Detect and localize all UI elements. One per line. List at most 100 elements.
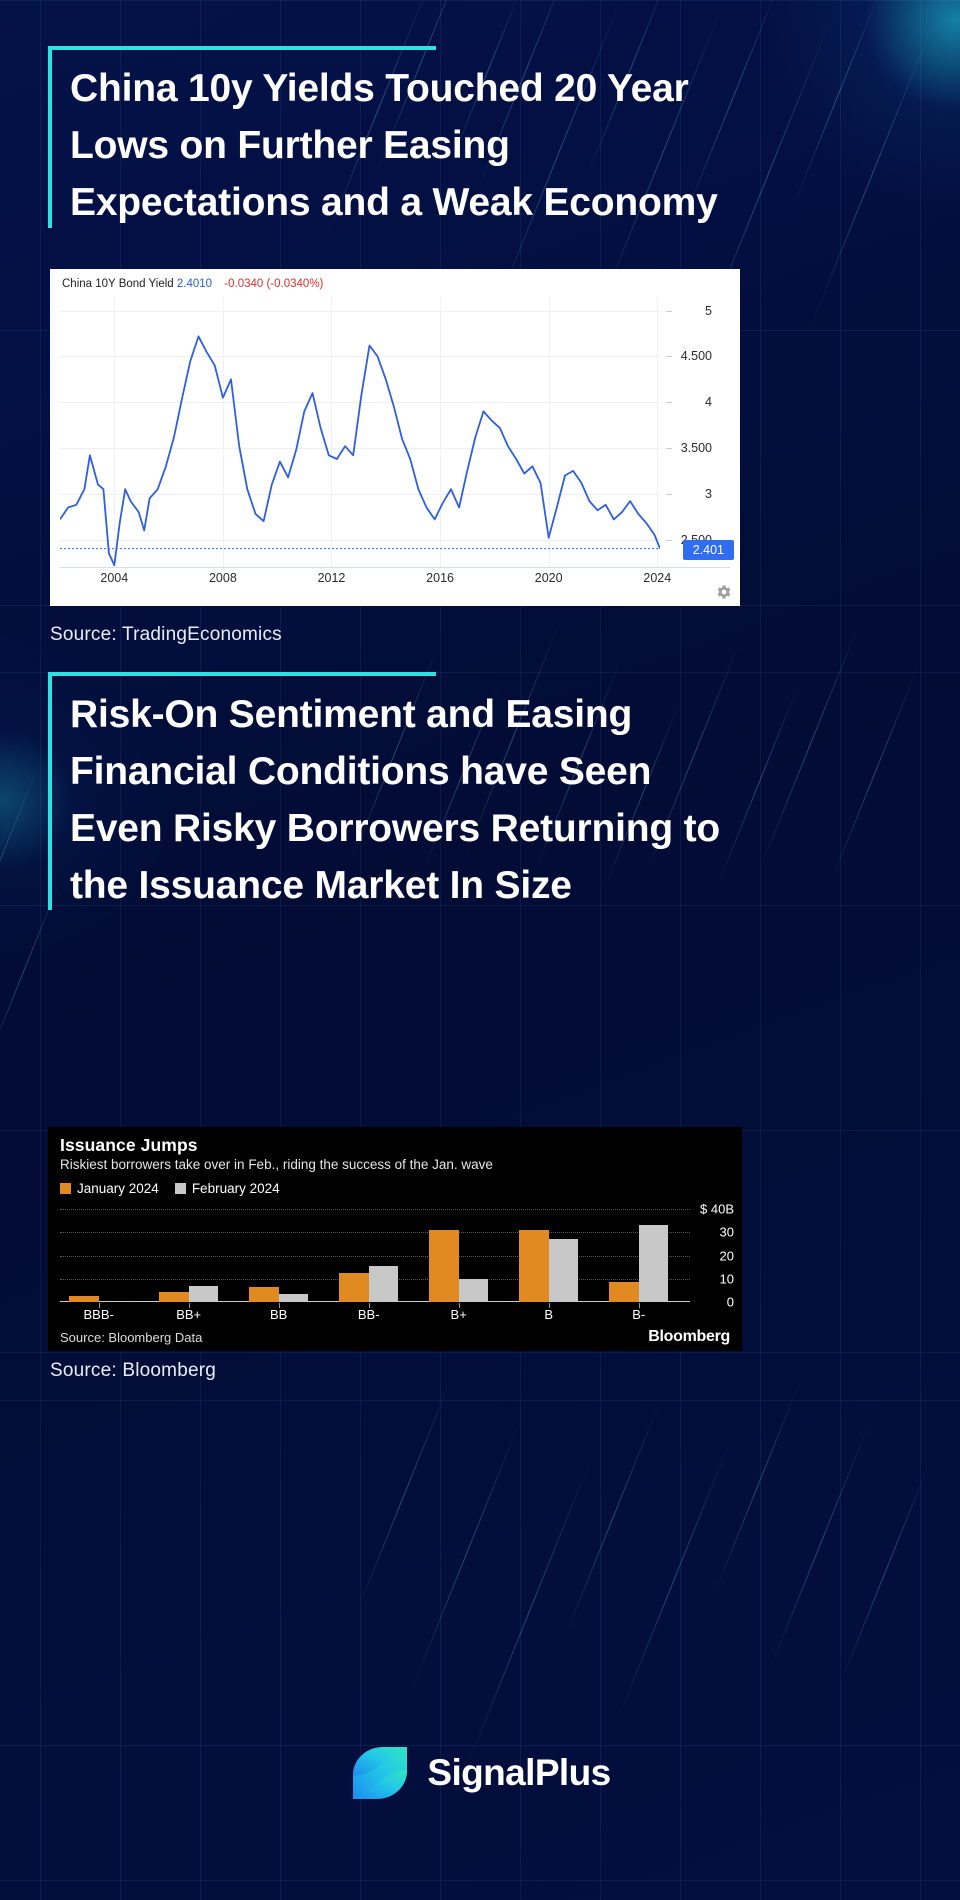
- axis-tick: [666, 493, 672, 495]
- chart-te-x-tick-label: 2012: [317, 571, 346, 585]
- chart-bbg-x-tick-label: BB-: [357, 1307, 380, 1322]
- chart-bbg-y-tick-label: $ 40B: [700, 1201, 734, 1217]
- chart-te-y-tick-label: 3: [705, 486, 712, 501]
- chart-te-x-tick-label: 2020: [534, 571, 563, 585]
- chart-te-x-tick-label: 2004: [100, 571, 129, 585]
- chart-te-y-tick-label: 3.500: [680, 441, 712, 456]
- chart-bbg-y-tick-label: 10: [719, 1271, 734, 1287]
- grid-line: [60, 539, 660, 541]
- axis-tick: [666, 539, 672, 541]
- bar: [69, 1296, 99, 1302]
- grid-line: [60, 1255, 690, 1257]
- axis-tick: [548, 1303, 550, 1308]
- chart-te-last-value-badge: 2.401: [682, 539, 734, 560]
- signalplus-wave-logo-icon: [353, 1747, 408, 1799]
- chart-bbg-x-tick-label: B: [544, 1307, 554, 1322]
- axis-tick: [368, 1303, 370, 1308]
- chart-bbg-subtitle: Riskiest borrowers take over in Feb., ri…: [60, 1157, 493, 1172]
- chart-bbg-plot: [60, 1209, 690, 1302]
- grid-line: [657, 297, 659, 567]
- legend-item: January 2024: [60, 1181, 159, 1196]
- grid-line: [60, 1232, 690, 1234]
- headline-block-2: Risk-On Sentiment and Easing Financial C…: [48, 672, 748, 914]
- chart-te-quote: 2.4010: [176, 278, 213, 290]
- axis-tick: [666, 448, 672, 450]
- legend-swatch-icon: [174, 1183, 186, 1194]
- chart-te-x-tick-label: 2024: [643, 571, 672, 585]
- bar: [458, 1278, 489, 1302]
- chart-te-y-tick-label: 5: [705, 303, 712, 318]
- grid-line: [440, 297, 442, 567]
- axis-tick: [98, 1303, 100, 1308]
- accent-bar-left: [48, 46, 52, 228]
- issuance-jumps-chart[interactable]: Issuance Jumps Riskiest borrowers take o…: [48, 1127, 742, 1351]
- accent-bar-top: [48, 46, 436, 50]
- axis-tick: [638, 1303, 640, 1308]
- grid-line: [114, 297, 116, 567]
- grid-line: [60, 1209, 690, 1210]
- legend-swatch-icon: [60, 1183, 71, 1194]
- chart-bbg-x-tick-label: B+: [450, 1307, 467, 1322]
- chart-te-change: -0.0340 (-0.0340%): [224, 278, 324, 290]
- accent-bar-top: [48, 672, 436, 676]
- bar: [249, 1286, 279, 1302]
- bar: [609, 1282, 639, 1302]
- chart-bbg-y-tick-label: 20: [719, 1248, 734, 1263]
- axis-tick: [458, 1303, 460, 1308]
- chart-bbg-x-tick-label: BB: [270, 1307, 288, 1322]
- grid-line: [60, 448, 660, 450]
- chart-te-x-labels: 2004 2008 2012 2016 2020 2024: [60, 571, 730, 595]
- bar: [519, 1229, 549, 1302]
- footer-brand-text: SignalPlus: [427, 1752, 611, 1793]
- chart-te-y-tick-label: 4: [705, 395, 712, 410]
- bar: [548, 1239, 579, 1302]
- chart-bbg-brand: Bloomberg: [648, 1328, 730, 1345]
- footer-logo: SignalPlus: [0, 1745, 960, 1801]
- chart-bbg-y-tick-label: 30: [719, 1224, 734, 1240]
- grid-line: [60, 310, 660, 312]
- chart-bbg-x-tick-label: BB+: [176, 1307, 202, 1322]
- headline-block-1: China 10y Yields Touched 20 Year Lows on…: [48, 46, 748, 231]
- legend-item: February 2024: [174, 1181, 280, 1196]
- bar: [98, 1301, 129, 1302]
- chart-bbg-legend: January 2024 February 2024: [60, 1181, 280, 1196]
- grid-line: [222, 297, 224, 567]
- grid-line: [60, 356, 660, 358]
- bar: [368, 1265, 399, 1302]
- bar: [159, 1291, 189, 1302]
- bar: [188, 1285, 219, 1302]
- source-caption-2: Source: Bloomberg: [50, 1360, 217, 1381]
- legend-label: February 2024: [191, 1181, 280, 1196]
- bar: [429, 1229, 459, 1302]
- chart-te-y-tick-label: 4.500: [680, 349, 712, 364]
- grid-line: [60, 493, 660, 495]
- chart-te-x-axis: [60, 567, 730, 568]
- source-caption-1: Source: TradingEconomics: [50, 624, 282, 645]
- gear-icon[interactable]: [716, 584, 732, 600]
- bar: [339, 1272, 369, 1302]
- chart-te-x-tick-label: 2016: [426, 571, 454, 585]
- chart-bbg-y-tick-label: 0: [726, 1294, 734, 1310]
- axis-tick: [278, 1303, 280, 1308]
- yield-line-series: [60, 335, 660, 567]
- legend-label: January 2024: [77, 1181, 159, 1196]
- china-10y-yield-chart[interactable]: China 10Y Bond Yield 2.4010 -0.0340 (-0.…: [50, 269, 740, 606]
- headline-1-text: China 10y Yields Touched 20 Year Lows on…: [70, 67, 718, 224]
- axis-tick: [666, 310, 672, 312]
- axis-tick: [666, 402, 672, 404]
- chart-bbg-title: Issuance Jumps: [60, 1135, 198, 1155]
- chart-bbg-x-tick-label: BBB-: [83, 1307, 114, 1322]
- bar: [638, 1225, 669, 1302]
- axis-tick: [188, 1303, 190, 1308]
- bar: [278, 1293, 309, 1302]
- chart-te-x-tick-label: 2008: [208, 571, 237, 585]
- headline-2-text: Risk-On Sentiment and Easing Financial C…: [70, 693, 721, 907]
- chart-te-plot: [60, 297, 660, 567]
- chart-te-header: China 10Y Bond Yield 2.4010 -0.0340 (-0.…: [62, 278, 323, 290]
- chart-te-title: China 10Y Bond Yield: [62, 278, 174, 290]
- chart-bbg-x-tick-label: B-: [632, 1307, 646, 1322]
- grid-line: [548, 297, 550, 567]
- grid-line: [331, 297, 333, 567]
